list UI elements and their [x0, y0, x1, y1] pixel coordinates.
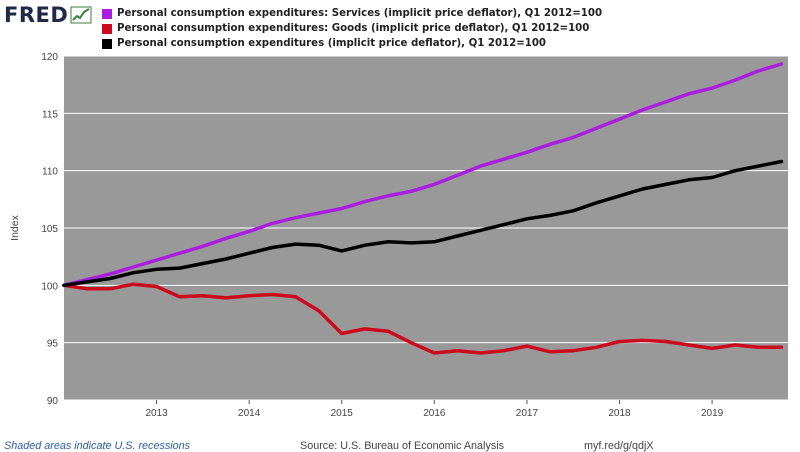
recession-note[interactable]: Shaded areas indicate U.S. recessions	[4, 440, 191, 452]
y-tick-label: 95	[47, 339, 59, 350]
x-tick-label: 2016	[423, 408, 446, 419]
y-axis-ticks: 90 95 100 105 110 115 120	[41, 52, 58, 407]
x-tick-label: 2015	[331, 408, 354, 419]
x-tick-label: 2018	[608, 408, 631, 419]
legend-label: Personal consumption expenditures: Servi…	[117, 8, 603, 19]
y-tick-label: 115	[42, 109, 58, 120]
legend-label: Personal consumption expenditures (impli…	[117, 38, 547, 49]
legend-swatch	[102, 38, 112, 49]
chart-line-icon	[70, 6, 92, 24]
x-axis-ticks: 2013 2014 2015 2016 2017 2018 2019	[145, 400, 724, 419]
legend-swatch	[102, 23, 112, 34]
y-tick-label: 90	[47, 396, 59, 407]
legend-item: Personal consumption expenditures: Servi…	[102, 6, 602, 21]
source-text: Source: U.S. Bureau of Economic Analysis	[300, 440, 505, 452]
legend-item: Personal consumption expenditures: Goods…	[102, 21, 602, 36]
x-tick-label: 2014	[238, 408, 261, 419]
fred-logo: FRED	[4, 2, 92, 28]
y-tick-label: 105	[41, 224, 58, 235]
series-line-2	[62, 159, 784, 288]
y-tick-label: 100	[41, 281, 58, 292]
x-tick-label: 2019	[701, 408, 724, 419]
x-tick-label: 2013	[145, 408, 168, 419]
x-tick-label: 2017	[516, 408, 539, 419]
y-axis-label: Index	[9, 214, 21, 240]
legend-item: Personal consumption expenditures (impli…	[102, 36, 602, 51]
logo-text: FRED	[4, 3, 69, 27]
series-line-1	[62, 282, 784, 355]
y-tick-label: 120	[41, 52, 58, 63]
series-line-0	[62, 62, 784, 288]
legend-swatch	[102, 8, 112, 19]
y-tick-label: 110	[42, 167, 58, 178]
series-lines	[62, 62, 784, 355]
short-link[interactable]: myf.red/g/qdjX	[584, 440, 654, 452]
legend-label: Personal consumption expenditures: Goods…	[117, 23, 590, 34]
chart-legend: Personal consumption expenditures: Servi…	[102, 6, 602, 51]
